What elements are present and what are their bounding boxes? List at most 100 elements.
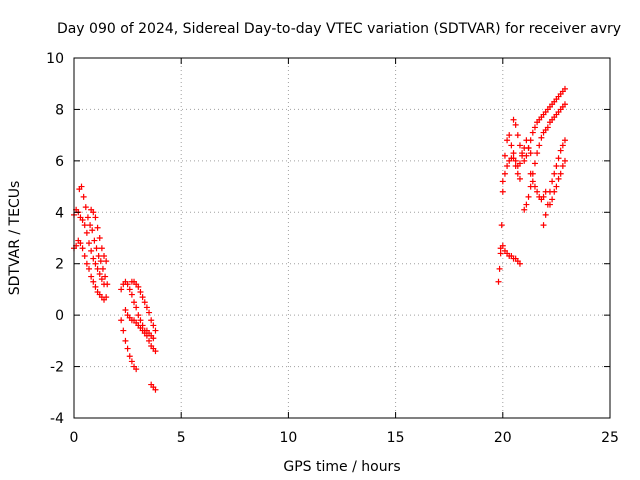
- data-point-track-q: [540, 193, 547, 200]
- data-point-track-m: [523, 152, 530, 159]
- data-point-track-j: [495, 278, 502, 285]
- data-point-track-a: [86, 265, 93, 272]
- data-point-track-c: [93, 245, 100, 252]
- data-point-track-c: [89, 227, 96, 234]
- data-point-track-b: [79, 217, 86, 223]
- data-point-track-o: [553, 163, 560, 169]
- data-point-track-n: [521, 206, 528, 213]
- data-point-track-o: [551, 170, 558, 177]
- data-point-track-m: [521, 157, 528, 164]
- data-point-track-a: [79, 245, 86, 252]
- data-point-track-n: [561, 101, 568, 108]
- data-point-track-l: [501, 170, 508, 177]
- data-point-track-g: [150, 322, 157, 329]
- data-point-track-p: [559, 163, 566, 169]
- data-point-track-n: [531, 160, 538, 167]
- data-point-track-n: [536, 142, 543, 149]
- data-point-track-c: [78, 183, 85, 190]
- x-tick-label: 15: [387, 430, 405, 446]
- data-point-track-q: [542, 188, 549, 195]
- data-point-track-e: [118, 286, 125, 293]
- data-point-track-d: [101, 253, 108, 259]
- data-point-track-o: [557, 147, 564, 154]
- data-point-track-f: [120, 327, 127, 334]
- chart-title: Day 090 of 2024, Sidereal Day-to-day VTE…: [57, 21, 621, 37]
- data-point-track-c: [104, 281, 111, 288]
- data-point-track-k: [516, 260, 523, 267]
- data-point-track-g: [148, 317, 155, 324]
- y-tick-label: 6: [55, 154, 64, 170]
- data-point-track-l: [508, 155, 515, 162]
- data-point-track-c: [87, 222, 94, 229]
- data-point-track-q: [534, 188, 541, 195]
- data-point-track-c: [95, 253, 102, 259]
- data-point-track-d: [92, 214, 99, 221]
- data-point-track-d: [98, 245, 105, 252]
- data-point-track-l: [512, 157, 519, 164]
- data-point-track-e: [152, 348, 159, 355]
- data-point-track-g: [135, 283, 142, 290]
- data-point-track-n: [523, 201, 530, 208]
- data-point-track-m: [510, 116, 517, 123]
- data-point-track-q: [529, 178, 536, 185]
- data-point-track-p: [553, 183, 560, 190]
- data-point-track-e: [133, 304, 140, 311]
- data-point-track-l: [499, 178, 506, 185]
- data-point-track-p: [546, 201, 553, 208]
- data-point-track-o: [555, 155, 562, 162]
- data-point-track-a: [90, 278, 97, 285]
- data-point-track-q: [531, 183, 538, 190]
- data-point-track-p: [549, 196, 556, 203]
- data-point-track-c: [102, 273, 109, 280]
- data-point-track-b: [83, 229, 90, 236]
- y-tick-label: 0: [55, 308, 64, 324]
- x-tick-label: 10: [279, 430, 297, 446]
- data-point-track-c: [82, 204, 89, 211]
- data-point-track-a: [81, 253, 88, 259]
- data-point-track-m: [561, 85, 568, 92]
- data-point-track-n: [525, 193, 532, 200]
- data-point-track-g: [137, 289, 144, 295]
- x-tick-label: 25: [601, 430, 619, 446]
- data-point-track-p: [561, 157, 568, 164]
- data-point-track-e: [124, 281, 131, 288]
- data-point-track-o: [549, 178, 556, 185]
- data-point-track-j: [497, 250, 504, 257]
- data-point-track-l: [527, 150, 534, 157]
- data-point-track-c: [84, 214, 91, 221]
- x-tick-label: 5: [177, 430, 186, 446]
- data-point-track-f: [118, 317, 125, 324]
- data-point-track-m: [531, 124, 538, 131]
- y-tick-label: 4: [55, 205, 64, 221]
- y-tick-label: -4: [50, 411, 64, 427]
- data-point-track-c: [80, 193, 87, 200]
- data-point-track-l: [504, 163, 511, 169]
- data-point-track-c: [91, 237, 98, 244]
- y-tick-label: -2: [50, 360, 64, 376]
- data-point-track-g: [141, 299, 148, 306]
- data-point-track-c: [97, 258, 104, 265]
- data-point-track-c: [99, 265, 106, 272]
- data-point-track-g: [139, 294, 146, 301]
- data-point-track-f: [133, 366, 140, 373]
- data-point-track-b: [86, 240, 93, 247]
- data-point-track-b: [98, 276, 105, 283]
- data-point-track-f: [126, 353, 133, 360]
- grid-lines: [74, 58, 610, 418]
- data-point-track-e: [146, 337, 153, 344]
- y-axis-label: SDTVAR / TECUs: [7, 181, 23, 296]
- y-tick-label: 10: [46, 51, 64, 67]
- data-point-track-g: [152, 327, 159, 334]
- data-point-track-e: [137, 317, 144, 324]
- plot-frame: [73, 57, 611, 419]
- data-point-track-l: [516, 160, 523, 167]
- data-point-track-q: [527, 170, 534, 177]
- data-point-track-j: [499, 188, 506, 195]
- data-point-track-e: [131, 299, 138, 306]
- data-point-track-b: [96, 271, 103, 277]
- data-point-track-m: [529, 129, 536, 136]
- data-point-track-j: [498, 222, 505, 229]
- data-point-track-j: [501, 152, 508, 159]
- y-tick-label: 2: [55, 257, 64, 273]
